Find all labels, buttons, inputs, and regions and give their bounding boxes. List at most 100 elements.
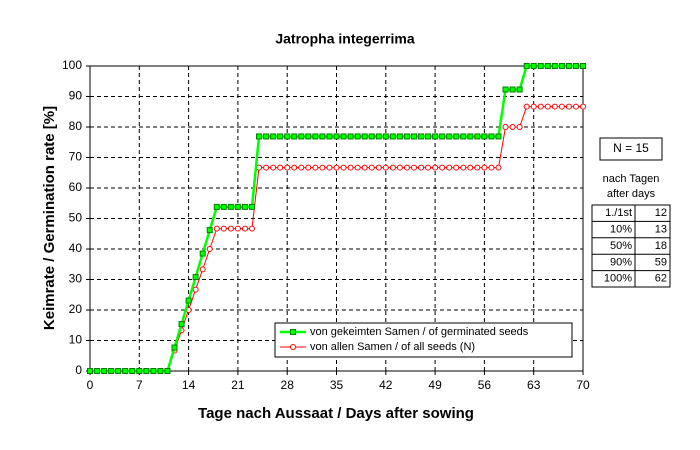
- chart-title: Jatropha integerrima: [275, 31, 414, 47]
- table-cell: 59: [655, 256, 667, 268]
- point-marker: [375, 164, 382, 171]
- point-marker: [446, 164, 453, 171]
- point-marker: [460, 133, 467, 140]
- point-marker: [241, 203, 248, 210]
- point-marker: [425, 133, 432, 140]
- point-marker: [227, 225, 234, 232]
- point-marker: [326, 164, 333, 171]
- x-tick-label: 63: [527, 378, 541, 392]
- x-tick-label: 21: [231, 378, 245, 392]
- point-marker: [382, 164, 389, 171]
- point-marker: [185, 297, 192, 304]
- point-marker: [467, 164, 474, 171]
- y-tick-label: 100: [62, 58, 82, 72]
- point-marker: [432, 133, 439, 140]
- point-marker: [347, 164, 354, 171]
- point-marker: [418, 164, 425, 171]
- legend-marker: [290, 344, 296, 350]
- point-marker: [136, 368, 143, 374]
- legend-marker: [290, 329, 296, 335]
- x-tick-label: 35: [330, 378, 344, 392]
- point-marker: [544, 63, 551, 69]
- x-tick-label: 70: [576, 378, 590, 392]
- point-marker: [403, 133, 410, 140]
- point-marker: [488, 164, 495, 171]
- x-tick-label: 7: [136, 378, 143, 392]
- point-marker: [354, 164, 361, 171]
- point-marker: [439, 164, 446, 171]
- point-marker: [523, 63, 530, 69]
- point-marker: [192, 274, 199, 281]
- point-marker: [361, 164, 368, 171]
- x-tick-label: 14: [182, 378, 196, 392]
- point-marker: [213, 225, 220, 232]
- point-marker: [530, 103, 537, 110]
- point-marker: [467, 133, 474, 140]
- point-marker: [368, 164, 375, 171]
- point-marker: [389, 133, 396, 140]
- point-marker: [227, 203, 234, 210]
- point-marker: [481, 164, 488, 171]
- point-marker: [101, 368, 108, 374]
- point-marker: [178, 321, 185, 328]
- point-marker: [368, 133, 375, 140]
- point-marker: [333, 164, 340, 171]
- point-marker: [157, 368, 164, 374]
- point-marker: [474, 133, 481, 140]
- point-marker: [263, 133, 270, 140]
- point-marker: [474, 164, 481, 171]
- y-axis-label: Keimrate / Germination rate [%]: [41, 106, 58, 330]
- table-cell: 1./1st: [605, 207, 632, 219]
- point-marker: [340, 133, 347, 140]
- point-marker: [509, 124, 516, 130]
- table-heading: nach Tagen: [603, 173, 660, 185]
- point-marker: [453, 164, 460, 171]
- point-marker: [277, 164, 284, 171]
- point-marker: [241, 225, 248, 232]
- point-marker: [418, 133, 425, 140]
- legend-box: [274, 322, 573, 358]
- point-marker: [115, 368, 122, 374]
- point-marker: [502, 86, 509, 93]
- point-marker: [291, 133, 298, 140]
- point-marker: [122, 368, 129, 374]
- point-marker: [164, 368, 171, 374]
- point-marker: [312, 133, 319, 140]
- point-marker: [551, 63, 558, 69]
- point-marker: [277, 133, 284, 140]
- n-label: N = 15: [613, 141, 649, 155]
- point-marker: [453, 133, 460, 140]
- point-marker: [389, 164, 396, 171]
- point-marker: [446, 133, 453, 140]
- point-marker: [382, 133, 389, 140]
- point-marker: [171, 344, 178, 351]
- point-marker: [206, 227, 213, 234]
- point-marker: [375, 133, 382, 140]
- point-marker: [284, 164, 291, 171]
- y-tick-label: 20: [69, 302, 83, 316]
- point-marker: [319, 133, 326, 140]
- legend-label: von gekeimten Samen / of germinated seed…: [310, 326, 529, 338]
- point-marker: [432, 164, 439, 171]
- y-tick-label: 0: [75, 363, 82, 377]
- point-marker: [439, 133, 446, 140]
- y-tick-label: 80: [69, 119, 83, 133]
- point-marker: [516, 86, 523, 93]
- point-marker: [530, 63, 537, 69]
- point-marker: [312, 164, 319, 171]
- table-cell: 18: [655, 240, 667, 252]
- point-marker: [572, 103, 579, 110]
- point-marker: [220, 225, 227, 232]
- point-marker: [580, 103, 586, 110]
- table-cell: 100%: [604, 273, 632, 285]
- point-marker: [291, 164, 298, 171]
- x-tick-label: 49: [428, 378, 442, 392]
- x-tick-label: 0: [87, 378, 94, 392]
- point-marker: [572, 63, 579, 69]
- x-tick-label: 42: [379, 378, 393, 392]
- y-tick-label: 90: [69, 89, 83, 103]
- point-marker: [220, 203, 227, 210]
- point-marker: [129, 368, 136, 374]
- point-marker: [558, 63, 565, 69]
